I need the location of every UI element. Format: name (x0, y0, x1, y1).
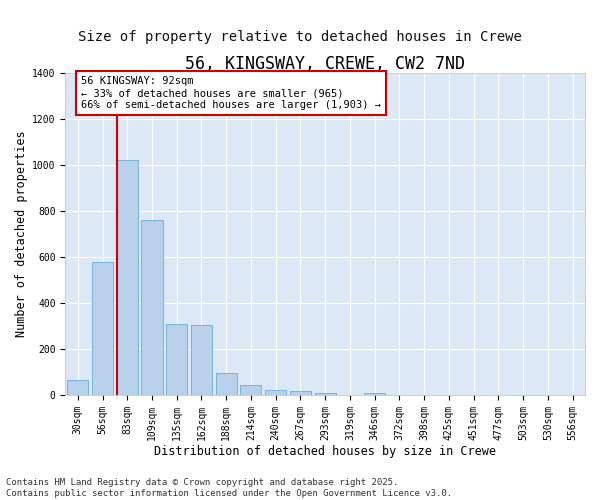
Bar (265, 390, 286, 396)
Bar (92, 262, 113, 396)
Bar (216, 374, 237, 396)
Text: 56 KINGSWAY: 92sqm
← 33% of detached houses are smaller (965)
66% of semi-detach: 56 KINGSWAY: 92sqm ← 33% of detached hou… (81, 76, 381, 110)
Title: 56, KINGSWAY, CREWE, CW2 7ND: 56, KINGSWAY, CREWE, CW2 7ND (185, 55, 465, 73)
Bar (117, 160, 138, 396)
X-axis label: Distribution of detached houses by size in Crewe: Distribution of detached houses by size … (154, 444, 496, 458)
Bar (142, 220, 163, 396)
Bar (166, 324, 187, 396)
Bar (67, 380, 88, 396)
Bar (191, 325, 212, 396)
Bar (364, 392, 385, 396)
Y-axis label: Number of detached properties: Number of detached properties (15, 131, 28, 338)
Bar (314, 393, 336, 396)
Bar (241, 385, 262, 396)
Text: Contains HM Land Registry data © Crown copyright and database right 2025.
Contai: Contains HM Land Registry data © Crown c… (6, 478, 452, 498)
Bar (290, 391, 311, 396)
Text: Size of property relative to detached houses in Crewe: Size of property relative to detached ho… (78, 30, 522, 44)
